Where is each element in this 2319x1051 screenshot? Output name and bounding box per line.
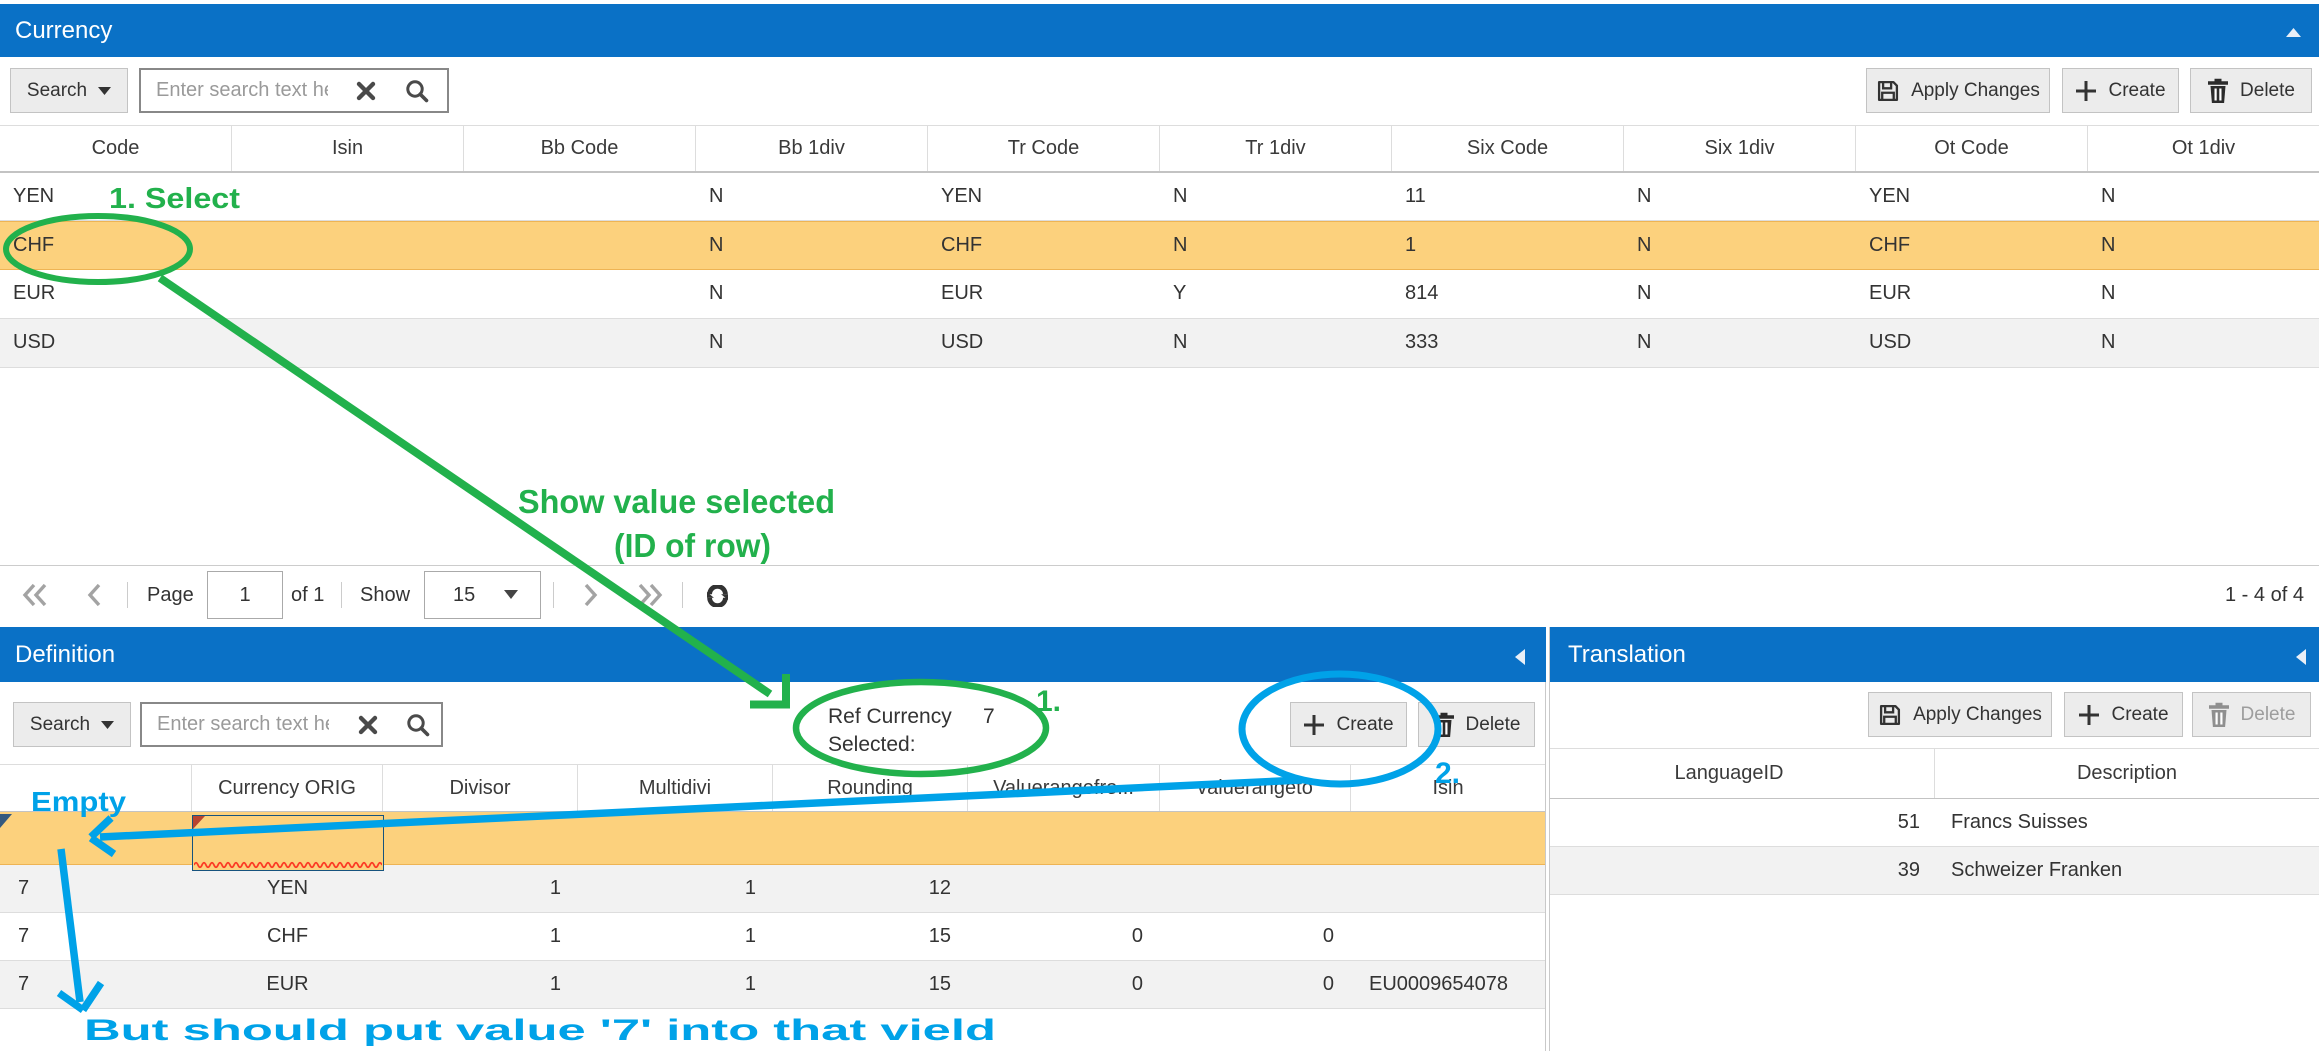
svg-text:(ID of row): (ID of row) [614, 527, 771, 564]
svg-text:1.: 1. [1036, 685, 1061, 718]
svg-text:But should put value '7' into: But should put value '7' into that vield [84, 1014, 996, 1047]
svg-text:Show value selected: Show value selected [518, 483, 835, 520]
